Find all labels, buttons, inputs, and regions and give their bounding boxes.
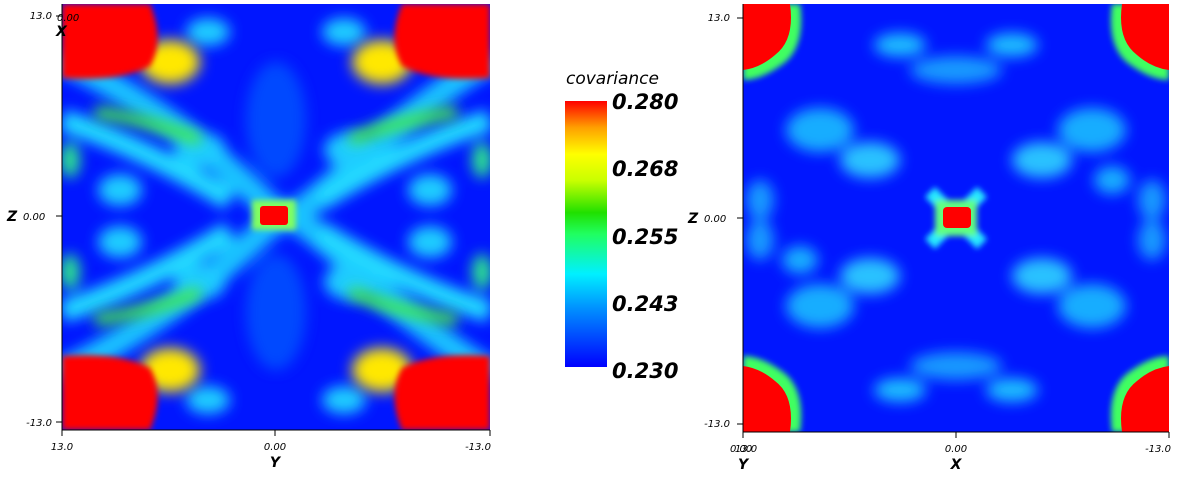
left-heatmap-plot: [62, 4, 490, 430]
left-corner-value: 0.00: [57, 13, 79, 24]
colorbar-title: covariance: [566, 69, 659, 89]
left-heatmap-corner-peaks: [62, 4, 490, 430]
left-corner-axis-label: X: [55, 24, 68, 40]
right-y-tick-bottom: -13.0: [704, 419, 730, 430]
colorbar-label-2: 0.255: [612, 225, 678, 249]
right-x-axis-label: X: [950, 457, 963, 473]
right-x-tick-left: 13.0: [735, 444, 757, 455]
colorbar-gradient: [565, 101, 607, 367]
right-heatmap-center-peak: [943, 207, 971, 228]
right-x-tick-middle: 0.00: [945, 444, 967, 455]
left-axes: [56, 4, 491, 436]
left-y-tick-middle: 0.00: [23, 212, 45, 223]
right-x-tick-right: -13.0: [1145, 444, 1171, 455]
colorbar-label-0: 0.280: [612, 90, 678, 114]
left-y-tick-top: 13.0: [30, 11, 52, 22]
right-y-tick-top: 13.0: [708, 13, 730, 24]
right-corner-value: 0.00: [730, 444, 752, 455]
left-y-axis-label: Z: [6, 209, 18, 225]
right-heatmap-plot: [743, 4, 1169, 432]
left-x-tick-right: -13.0: [465, 442, 491, 453]
left-heatmap-center-peak: [260, 206, 288, 225]
right-corner-axis-label: Y: [738, 457, 750, 473]
left-x-tick-left: 13.0: [51, 442, 73, 453]
colorbar-label-4: 0.230: [612, 359, 678, 383]
left-y-tick-bottom: -13.0: [26, 418, 52, 429]
right-y-axis-label: Z: [687, 211, 699, 227]
right-axes: [737, 4, 1170, 438]
colorbar-label-1: 0.268: [612, 157, 678, 181]
left-x-tick-middle: 0.00: [264, 442, 286, 453]
right-y-tick-middle: 0.00: [704, 214, 726, 225]
right-heatmap-patches: [746, 33, 1166, 402]
right-heatmap-corner-peaks: [743, 4, 1169, 432]
colorbar-label-3: 0.243: [612, 292, 678, 316]
left-x-axis-label: Y: [270, 455, 282, 471]
